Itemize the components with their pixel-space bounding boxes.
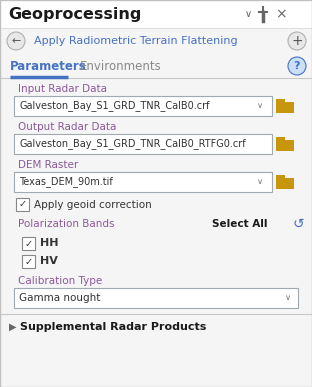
Text: ×: ×: [275, 7, 287, 21]
Bar: [0, 0, 312, 28]
Text: ?: ?: [294, 61, 300, 71]
Text: Input Radar Data: Input Radar Data: [18, 84, 107, 94]
Text: ∨: ∨: [244, 9, 251, 19]
Bar: [0, 28, 312, 54]
Circle shape: [288, 32, 306, 50]
Text: ▶: ▶: [9, 322, 17, 332]
Bar: [22, 255, 35, 268]
Text: Select All: Select All: [212, 219, 267, 229]
Text: Calibration Type: Calibration Type: [18, 276, 102, 286]
Text: ∨: ∨: [285, 293, 291, 303]
Bar: [276, 140, 294, 151]
Bar: [276, 102, 294, 113]
Bar: [276, 175, 285, 179]
Text: Supplemental Radar Products: Supplemental Radar Products: [20, 322, 206, 332]
Text: ✓: ✓: [24, 257, 32, 267]
Bar: [276, 137, 285, 141]
Bar: [276, 99, 285, 103]
Text: Parameters: Parameters: [10, 60, 87, 72]
Bar: [14, 134, 272, 154]
Text: Galveston_Bay_S1_GRD_TNR_CalB0_RTFG0.crf: Galveston_Bay_S1_GRD_TNR_CalB0_RTFG0.crf: [19, 139, 246, 149]
Text: DEM Raster: DEM Raster: [18, 160, 78, 170]
Bar: [22, 237, 35, 250]
Text: ←: ←: [11, 36, 21, 46]
Text: Output Radar Data: Output Radar Data: [18, 122, 116, 132]
Text: ∨: ∨: [257, 178, 263, 187]
Bar: [0, 54, 312, 78]
Text: ∨: ∨: [257, 101, 263, 111]
Text: ↺: ↺: [292, 217, 304, 231]
Text: Environments: Environments: [80, 60, 162, 72]
Text: HV: HV: [40, 257, 58, 267]
Text: Polarization Bands: Polarization Bands: [18, 219, 115, 229]
Text: Geoprocessing: Geoprocessing: [8, 7, 141, 22]
Text: Apply Radiometric Terrain Flattening: Apply Radiometric Terrain Flattening: [34, 36, 238, 46]
Bar: [14, 288, 298, 308]
Text: ✓: ✓: [24, 238, 32, 248]
Circle shape: [7, 32, 25, 50]
Text: HH: HH: [40, 238, 59, 248]
Circle shape: [288, 57, 306, 75]
Bar: [16, 198, 29, 211]
Bar: [276, 178, 294, 189]
Text: ✓: ✓: [18, 200, 27, 209]
Text: Galveston_Bay_S1_GRD_TNR_CalB0.crf: Galveston_Bay_S1_GRD_TNR_CalB0.crf: [19, 101, 209, 111]
Bar: [0, 78, 312, 387]
Bar: [0, 314, 312, 387]
Text: Gamma nought: Gamma nought: [19, 293, 100, 303]
Text: +: +: [291, 34, 303, 48]
Bar: [14, 96, 272, 116]
Text: Texas_DEM_90m.tif: Texas_DEM_90m.tif: [19, 176, 113, 187]
Bar: [14, 172, 272, 192]
Text: Apply geoid correction: Apply geoid correction: [34, 200, 152, 209]
